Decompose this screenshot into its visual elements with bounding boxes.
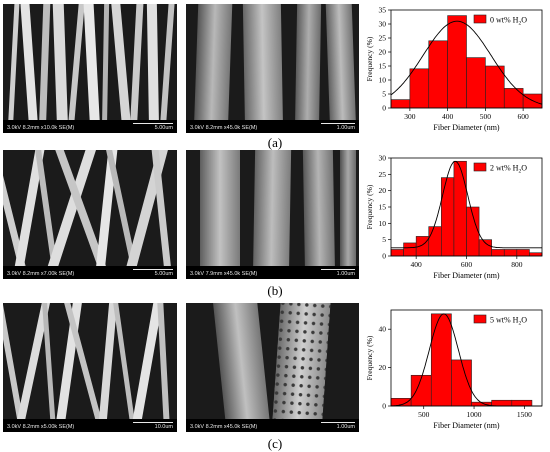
- y-tick-label: 15: [379, 203, 387, 212]
- histogram-5wt-h2o: 0 20 40 500 1000 1500 Fiber Diameter (nm) Frequ…: [365, 309, 543, 430]
- y-tick-label: 10: [379, 76, 387, 85]
- sem-scale: 1.00um: [336, 424, 355, 430]
- x-axis-label: Fiber Diameter (nm): [433, 271, 500, 280]
- y-tick-label: 30: [379, 154, 387, 163]
- histogram-bar: [503, 249, 518, 257]
- y-axis-label: Frequency (%): [365, 335, 374, 380]
- sem-scale: 1.00um: [336, 271, 355, 277]
- y-tick-label: 25: [379, 170, 387, 179]
- gaussian-fit-curve: [391, 160, 542, 249]
- x-tick-label: 400: [442, 112, 454, 121]
- histogram-bar: [478, 239, 492, 257]
- y-tick-label: 40: [379, 325, 387, 334]
- y-tick-label: 30: [379, 20, 387, 29]
- sem-info: 3.0kV 8.2mm x45.0k SE(M): [190, 125, 258, 131]
- y-tick-label: 35: [379, 6, 387, 15]
- y-tick-label: 20: [379, 48, 387, 57]
- sem-info: 3.0kV 8.2mm x45.0k SE(M): [190, 424, 258, 430]
- histogram-2wt-h2o: 0 5 10 15 20 25 30 400 600 800 Fiber Diameter (nm)…: [365, 154, 543, 280]
- y-tick-label: 10: [379, 219, 387, 228]
- histogram-bar: [466, 57, 486, 109]
- histogram-bar: [453, 160, 467, 257]
- histogram-bar: [390, 99, 411, 109]
- y-tick-label: 5: [382, 90, 386, 99]
- x-tick-label: 1000: [467, 410, 482, 419]
- histogram-bar: [415, 236, 430, 257]
- x-tick-label: 600: [518, 112, 530, 121]
- panel-label-b: (b): [267, 283, 283, 298]
- panel-label-a: (a): [267, 135, 283, 150]
- legend-label: 0 wt% H2O: [490, 16, 527, 27]
- y-tick-label: 0: [382, 104, 386, 113]
- legend-swatch: [473, 314, 487, 324]
- x-tick-label: 400: [411, 260, 423, 269]
- x-tick-label: 500: [418, 410, 430, 419]
- sem-scale: 5.00um: [154, 125, 173, 131]
- legend-label: 5 wt% H2O: [490, 316, 527, 327]
- sem-image-a-high-mag: 3.0kV 8.2mm x45.0k SE(M) 1.00um: [186, 4, 359, 133]
- histogram-bar: [491, 399, 513, 407]
- x-tick-label: 800: [511, 260, 523, 269]
- x-axis-label: Fiber Diameter (nm): [433, 123, 500, 132]
- sem-image-b-low-mag: 3.0kV 8.2mm x7.00k SE(M) 5.00um: [3, 150, 177, 279]
- histogram-bar: [491, 249, 505, 257]
- y-axis-label: Frequency (%): [365, 36, 374, 81]
- panel-label-c: (c): [267, 436, 283, 451]
- histogram-bar: [516, 249, 530, 257]
- plot-frame: [390, 9, 543, 109]
- sem-info: 3.0kV 7.9mm x45.0k SE(M): [190, 271, 258, 277]
- histogram-bar: [430, 313, 452, 407]
- y-tick-label: 15: [379, 62, 387, 71]
- sem-image-a-low-mag: 3.0kV 8.2mm x10.0k SE(M) 5.00um: [3, 4, 177, 133]
- histogram-bar: [485, 65, 505, 109]
- sem-info: 3.0kV 8.2mm x5.00k SE(M): [7, 424, 75, 430]
- histogram-bar: [447, 15, 467, 109]
- y-axis-label: Frequency (%): [365, 184, 374, 229]
- legend-swatch: [473, 14, 487, 24]
- histogram-bar: [529, 252, 543, 257]
- gaussian-fit-curve: [390, 20, 543, 105]
- histogram-0wt-h2o: 0 5 10 15 20 25 30 35 300 400 500 600 Fiber Diameter…: [365, 6, 543, 132]
- histogram-bar: [390, 249, 404, 257]
- legend-swatch: [473, 162, 487, 172]
- y-tick-label: 25: [379, 34, 387, 43]
- sem-scale: 10.0um: [154, 424, 173, 430]
- sem-info: 3.0kV 8.2mm x10.0k SE(M): [7, 125, 75, 131]
- sem-scale: 5.00um: [154, 271, 173, 277]
- sem-scale: 1.00um: [336, 125, 355, 131]
- sem-image-c-low-mag: 3.0kV 8.2mm x5.00k SE(M) 10.0um: [3, 303, 177, 432]
- x-tick-label: 500: [480, 112, 492, 121]
- sem-image-c-high-mag: 3.0kV 8.2mm x45.0k SE(M) 1.00um: [186, 303, 359, 432]
- x-tick-label: 600: [461, 260, 473, 269]
- histogram-bar: [428, 40, 448, 109]
- histogram-bar: [428, 226, 442, 257]
- y-tick-label: 20: [379, 363, 387, 372]
- x-tick-label: 300: [404, 112, 416, 121]
- x-axis-label: Fiber Diameter (nm): [433, 421, 500, 430]
- y-tick-label: 5: [382, 235, 386, 244]
- y-tick-label: 20: [379, 186, 387, 195]
- histogram-bar: [503, 88, 524, 109]
- y-tick-label: 0: [382, 402, 386, 411]
- histogram-bar: [511, 399, 533, 407]
- sem-info: 3.0kV 8.2mm x7.00k SE(M): [7, 271, 75, 277]
- sem-image-b-high-mag: 3.0kV 7.9mm x45.0k SE(M) 1.00um: [186, 150, 359, 279]
- histogram-bar: [410, 374, 432, 407]
- y-tick-label: 0: [382, 252, 386, 261]
- x-tick-label: 1500: [517, 410, 532, 419]
- histogram-bar: [403, 242, 417, 257]
- legend-label: 2 wt% H2O: [490, 164, 527, 175]
- plot-frame: [390, 309, 543, 407]
- histogram-bar: [409, 68, 430, 109]
- histogram-bar: [441, 177, 455, 257]
